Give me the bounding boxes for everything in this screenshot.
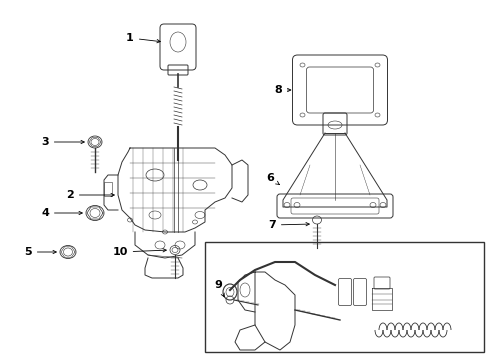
Text: 8: 8 — [274, 85, 290, 95]
Text: 6: 6 — [265, 173, 279, 185]
Bar — [104, 182, 112, 196]
Text: 1: 1 — [126, 33, 160, 43]
Text: 9: 9 — [214, 280, 224, 297]
Text: 4: 4 — [41, 208, 82, 218]
Text: 7: 7 — [267, 220, 308, 230]
Text: 5: 5 — [24, 247, 56, 257]
Text: 10: 10 — [112, 247, 166, 257]
Text: 2: 2 — [66, 190, 114, 200]
Bar — [204, 242, 483, 352]
Text: 3: 3 — [41, 137, 84, 147]
